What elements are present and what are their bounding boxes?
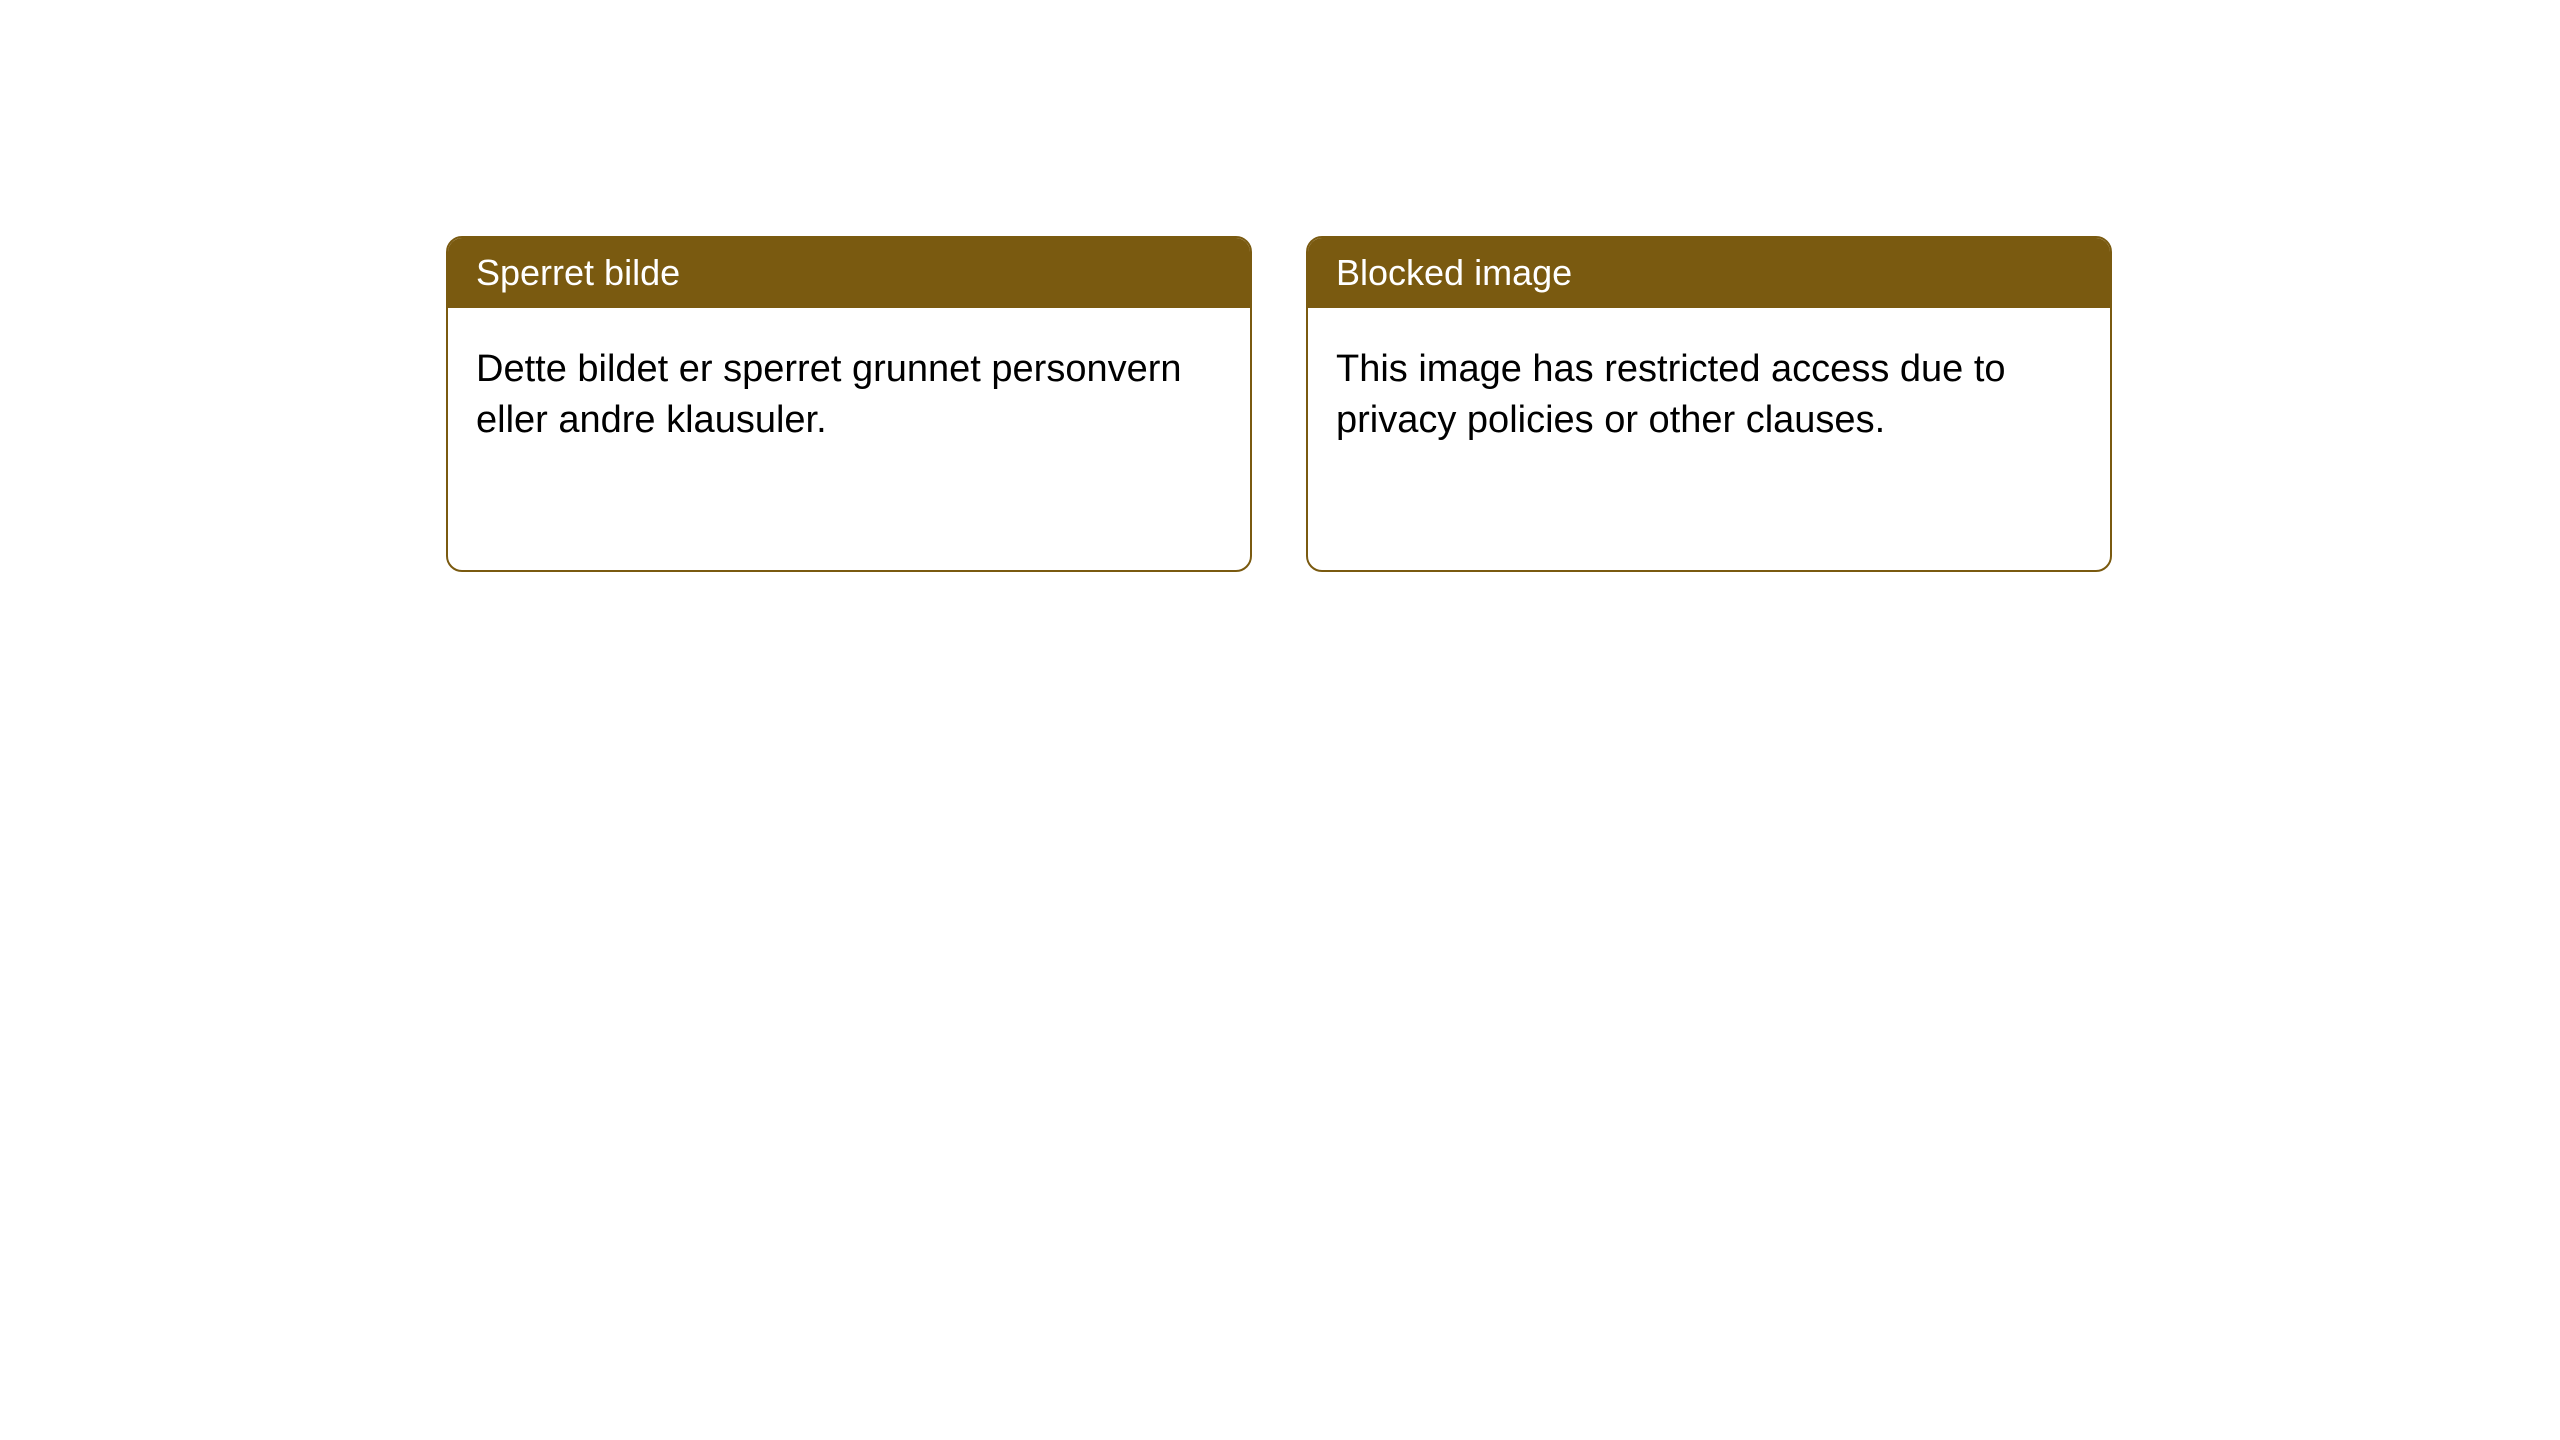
card-message: Dette bildet er sperret grunnet personve… <box>476 348 1182 441</box>
notice-card-norwegian: Sperret bilde Dette bildet er sperret gr… <box>446 236 1252 572</box>
notice-container: Sperret bilde Dette bildet er sperret gr… <box>446 236 2112 572</box>
card-header: Sperret bilde <box>448 238 1250 308</box>
card-title: Blocked image <box>1336 252 1572 293</box>
notice-card-english: Blocked image This image has restricted … <box>1306 236 2112 572</box>
card-message: This image has restricted access due to … <box>1336 348 2006 441</box>
card-title: Sperret bilde <box>476 252 680 293</box>
card-body: Dette bildet er sperret grunnet personve… <box>448 308 1250 483</box>
card-body: This image has restricted access due to … <box>1308 308 2110 483</box>
card-header: Blocked image <box>1308 238 2110 308</box>
